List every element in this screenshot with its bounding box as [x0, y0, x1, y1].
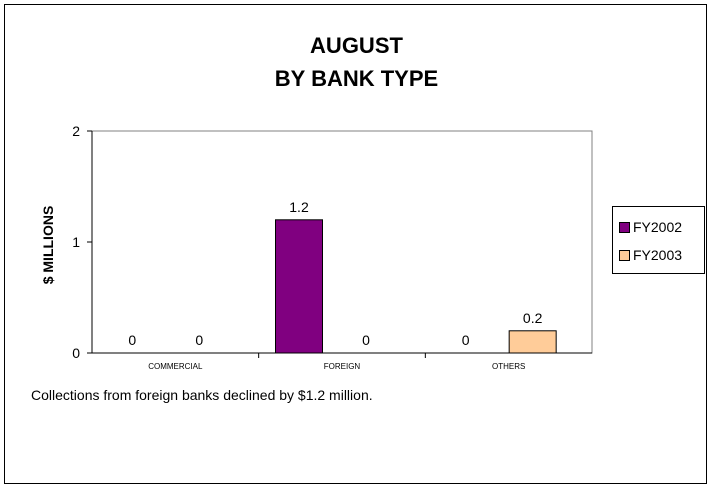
x-tick-label: OTHERS	[492, 362, 525, 371]
legend-item-fy2002: FY2002	[619, 218, 682, 236]
x-tick-label: COMMERCIAL	[148, 362, 203, 371]
legend-swatch-fy2003	[619, 249, 630, 261]
chart-title-line-2: BY BANK TYPE	[274, 66, 439, 91]
y-tick-label: 2	[72, 123, 80, 139]
y-axis-title: $ MILLIONS	[40, 206, 56, 285]
plot-area	[91, 130, 593, 354]
data-label-fy2003-foreign: 0	[362, 332, 370, 348]
legend-label-fy2002: FY2002	[633, 219, 683, 235]
data-label-fy2003-commercial: 0	[195, 332, 203, 348]
chart-legend: FY2002 FY2003	[612, 206, 705, 274]
data-label-fy2003-others: 0.2	[523, 310, 543, 326]
data-label-fy2002-foreign: 1.2	[289, 199, 309, 215]
bar-fy2002-foreign	[275, 219, 323, 354]
chart-title-line-1: AUGUST	[310, 33, 403, 58]
bar-fy2003-others	[508, 330, 557, 354]
data-label-fy2002-others: 0	[462, 332, 470, 348]
x-tick-label: FOREIGN	[324, 362, 361, 371]
data-label-fy2002-commercial: 0	[128, 332, 136, 348]
legend-swatch-fy2002	[619, 221, 630, 233]
chart-caption: Collections from foreign banks declined …	[31, 387, 373, 403]
y-tick-label: 0	[72, 345, 80, 361]
y-tick-label: 1	[72, 234, 80, 250]
legend-item-fy2003: FY2003	[619, 246, 682, 264]
legend-label-fy2003: FY2003	[633, 247, 683, 263]
